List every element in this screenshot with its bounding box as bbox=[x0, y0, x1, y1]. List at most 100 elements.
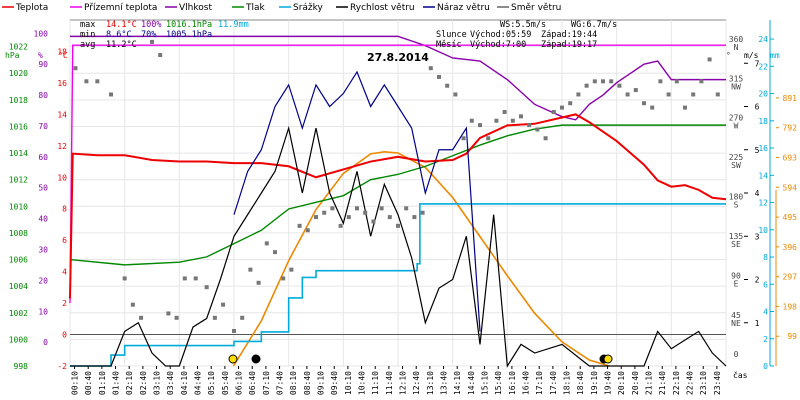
wind-direction-point bbox=[281, 276, 286, 281]
wg-value: WG:6.7m/s bbox=[571, 20, 617, 30]
chart-title: 27.8.2014 bbox=[367, 51, 429, 64]
direction-tick-label: 90 bbox=[731, 271, 741, 280]
ms-tick-label: 2 bbox=[755, 276, 760, 285]
direction-compass-label: S bbox=[734, 201, 739, 210]
wind-direction-point bbox=[674, 79, 679, 84]
solar-axis: 99 198 297 396 495 594 693 792 891 bbox=[775, 94, 798, 366]
time-tick-label: 20:10 bbox=[617, 371, 626, 395]
wind-speed-line bbox=[70, 125, 727, 368]
wind-direction-point bbox=[617, 83, 622, 88]
celsius-tick-label: 2 bbox=[62, 299, 67, 308]
hpa-axis: 998 1000 1002 1004 1006 1008 1010 1012 1014 1016 1… bbox=[9, 43, 28, 371]
celsius-tick-label: 4 bbox=[62, 268, 67, 277]
wind-direction-point bbox=[527, 123, 532, 128]
celsius-tick-label: 0 bbox=[62, 331, 67, 340]
rain-tick-label: 2 bbox=[763, 335, 768, 344]
stats-max-hum: 100% bbox=[141, 20, 161, 30]
time-tick-label: 22:40 bbox=[686, 371, 695, 395]
solar-line bbox=[232, 150, 610, 367]
stats-min-press: 1005.1hPa bbox=[166, 30, 212, 40]
direction-compass-label: NE bbox=[731, 319, 741, 328]
solar-tick-label: 99 bbox=[787, 332, 797, 341]
wind-direction-point bbox=[601, 79, 605, 84]
wind-direction-point bbox=[363, 210, 368, 215]
hpa-tick-label: 1006 bbox=[9, 256, 28, 265]
time-tick-label: 04:10 bbox=[180, 371, 189, 395]
celsius-tick-label: 18 bbox=[57, 47, 67, 56]
temperature-line bbox=[69, 113, 727, 299]
percent-tick-label: 40 bbox=[38, 215, 48, 224]
stats-avg-row: avg 11.2°C bbox=[80, 40, 137, 50]
time-tick-label: 04:40 bbox=[194, 371, 203, 395]
celsius-tick-label: 16 bbox=[57, 79, 67, 88]
ms-tick-label: 5 bbox=[755, 146, 760, 155]
celsius-tick-label: 12 bbox=[57, 142, 67, 151]
wind-direction-point bbox=[256, 280, 261, 285]
moon-set: Západ:19:17 bbox=[541, 40, 597, 50]
humidity-line bbox=[70, 35, 726, 121]
time-tick-label: 17:40 bbox=[549, 371, 558, 395]
percent-tick-label: 100 bbox=[34, 29, 49, 38]
wind-direction-point bbox=[535, 127, 540, 132]
stats-max-rain: 11.9mm bbox=[218, 20, 249, 30]
time-tick-label: 19:10 bbox=[590, 371, 599, 395]
celsius-unit-label: °C bbox=[58, 51, 68, 60]
wind-direction-point bbox=[297, 223, 302, 228]
direction-compass-label: E bbox=[734, 279, 739, 288]
wind-direction-point bbox=[699, 79, 704, 84]
wind-direction-point bbox=[338, 223, 343, 228]
hpa-tick-label: 1020 bbox=[9, 69, 28, 78]
wind-direction-point bbox=[158, 53, 163, 58]
wind-gust-line bbox=[233, 70, 481, 332]
celsius-tick-label: 10 bbox=[57, 173, 67, 182]
hpa-tick-label: 1022 bbox=[9, 43, 28, 52]
time-tick-label: 20:40 bbox=[631, 371, 640, 395]
time-tick-label: 22:10 bbox=[672, 371, 681, 395]
wind-direction-point bbox=[478, 123, 482, 128]
wind-direction-point bbox=[130, 302, 135, 307]
rain-tick-label: 24 bbox=[758, 35, 768, 44]
time-tick-label: 11:10 bbox=[371, 371, 380, 395]
legend: Teplota Přízemní teplota Vlhkost Tlak Srážky… bbox=[2, 3, 561, 13]
wind-direction-point bbox=[166, 311, 171, 316]
percent-axis: 0 10 20 30 40 50 60 70 80 90 100 bbox=[34, 29, 49, 347]
celsius-axis: -2 0 2 4 6 8 10 12 14 16 18 bbox=[57, 47, 67, 371]
ms-tick-label: 3 bbox=[755, 232, 760, 241]
wind-direction-point bbox=[122, 276, 127, 281]
wind-direction-point bbox=[461, 136, 466, 141]
wind-direction-point bbox=[193, 276, 198, 281]
ms-tick-label: 7 bbox=[755, 59, 760, 68]
wind-direction-point bbox=[691, 92, 696, 97]
moon-label: Měsíc bbox=[436, 40, 462, 50]
time-tick-label: 19:40 bbox=[604, 371, 613, 395]
celsius-tick-label: 6 bbox=[62, 236, 67, 245]
time-tick-label: 02:40 bbox=[139, 371, 148, 395]
solar-tick-label: 495 bbox=[783, 213, 798, 222]
direction-compass-label: SW bbox=[731, 161, 741, 170]
wind-direction-point bbox=[469, 118, 474, 123]
wind-direction-point bbox=[502, 109, 507, 114]
x-axis-label: čas bbox=[733, 370, 748, 380]
stats-max-label: max bbox=[80, 20, 95, 30]
percent-tick-label: 90 bbox=[38, 60, 48, 69]
wind-direction-point bbox=[221, 302, 226, 307]
stats-max-press: 1016.1hPa bbox=[166, 20, 212, 30]
stats-max-row: max 14.1°C 100% 1016.1hPa 11.9mm bbox=[80, 20, 249, 30]
wind-direction-point bbox=[150, 39, 154, 44]
rain-tick-label: 20 bbox=[758, 90, 768, 99]
wind-direction-point bbox=[650, 105, 655, 110]
rain-tick-label: 14 bbox=[758, 171, 768, 180]
legend-label: Tlak bbox=[245, 3, 266, 13]
wind-direction-point bbox=[486, 136, 491, 141]
solar-tick-label: 594 bbox=[783, 183, 798, 192]
wind-direction-point bbox=[273, 250, 277, 255]
stats-avg-temp: 11.2°C bbox=[106, 40, 137, 50]
wind-direction-point bbox=[584, 83, 589, 88]
wind-direction-point bbox=[568, 101, 573, 106]
rain-tick-label: 8 bbox=[763, 253, 768, 262]
wind-direction-point bbox=[232, 328, 236, 333]
time-tick-label: 21:10 bbox=[645, 371, 654, 395]
